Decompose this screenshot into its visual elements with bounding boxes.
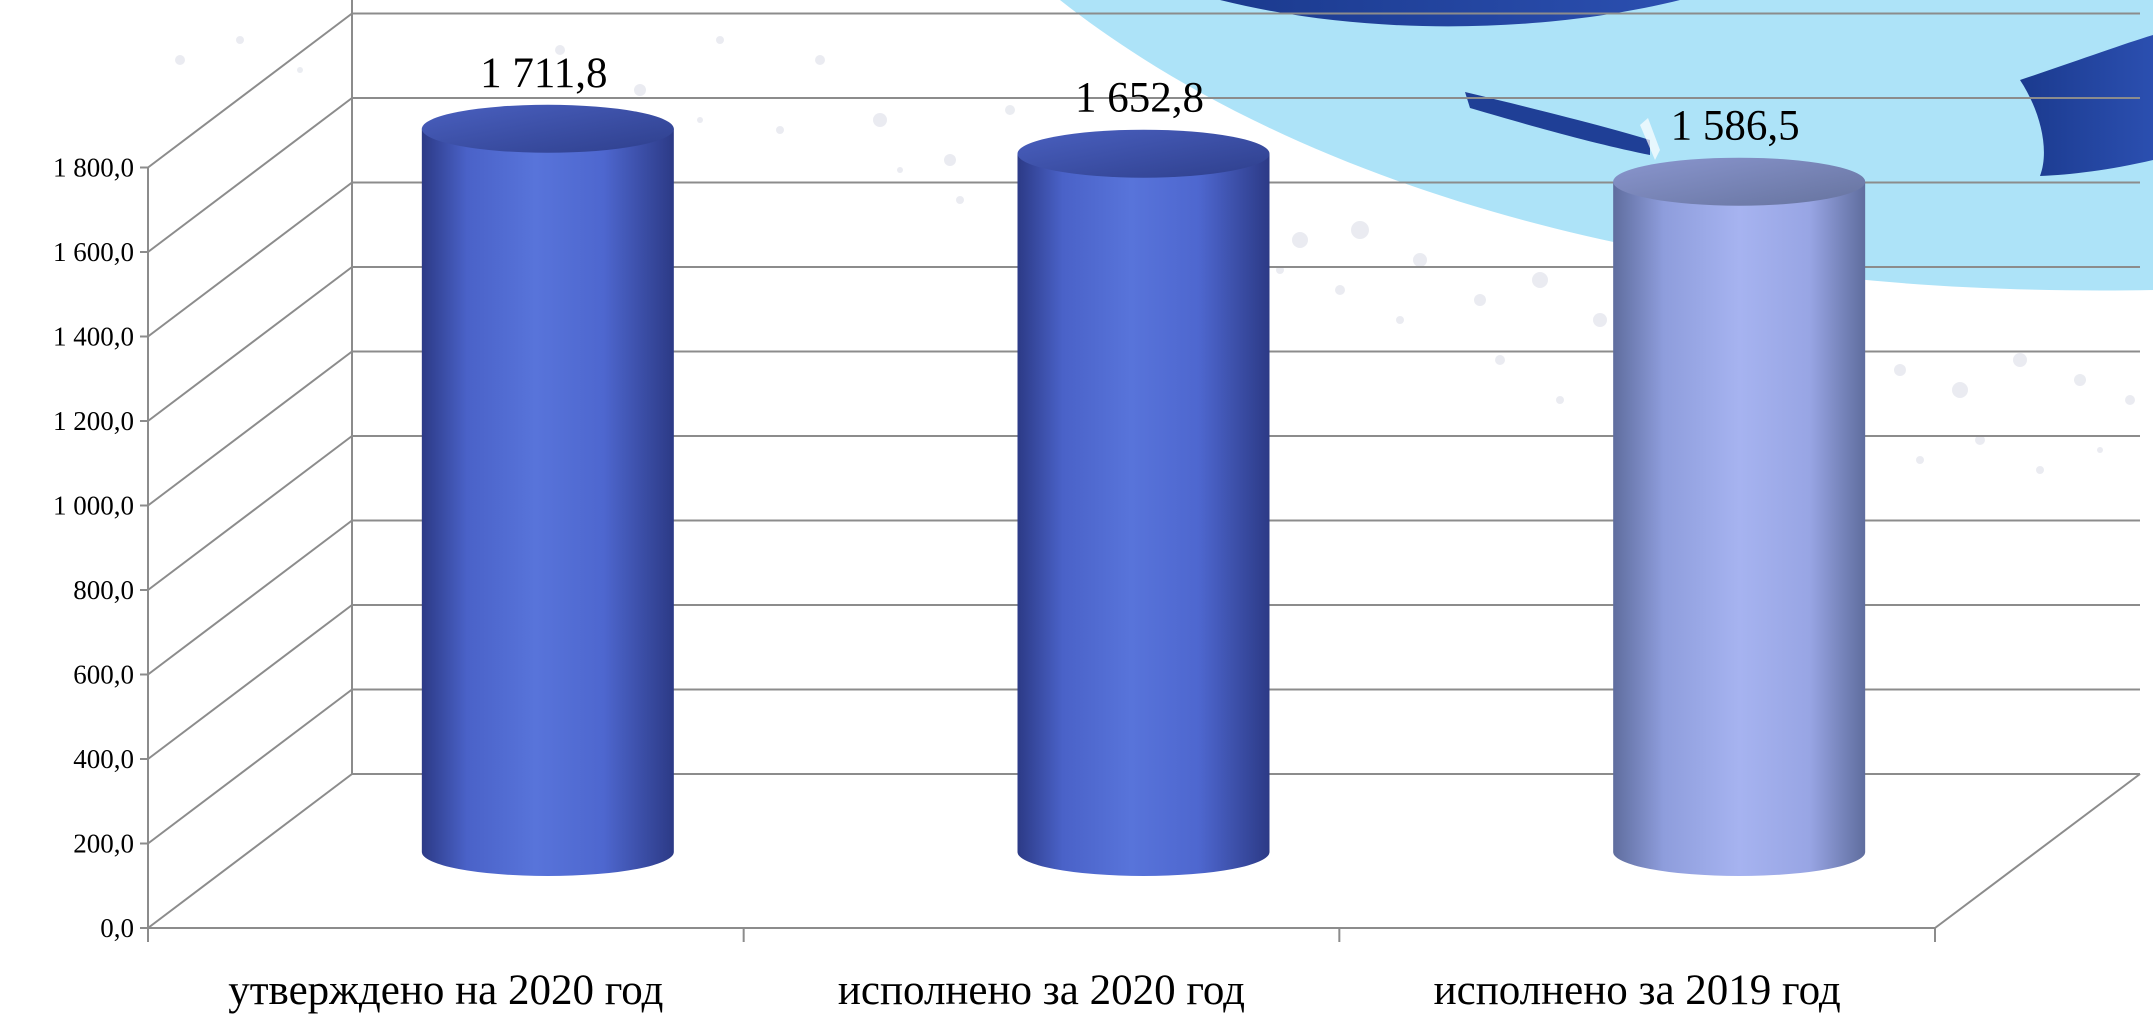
background-dot (1894, 364, 1906, 376)
background-dot (815, 55, 825, 65)
gridline-side (148, 183, 352, 337)
data-label: 1 586,5 (1671, 103, 1800, 150)
bar (1018, 130, 1270, 876)
bar (1613, 158, 1865, 876)
floor-right-edge (1935, 774, 2140, 928)
background-dot (1474, 294, 1486, 306)
background-dot (1495, 355, 1505, 365)
y-tick-label: 800,0 (73, 575, 134, 605)
y-tick-label: 600,0 (73, 660, 134, 690)
background-dot (1413, 253, 1427, 267)
bar-top (422, 105, 674, 153)
background-dot (1005, 105, 1015, 115)
background-dot (297, 67, 303, 73)
background-dot (697, 117, 703, 123)
background-dot (897, 167, 903, 173)
bar-body (1018, 154, 1270, 876)
y-tick-label: 1 800,0 (53, 153, 134, 183)
data-label: 1 652,8 (1075, 75, 1204, 122)
background-dot (1952, 382, 1968, 398)
background-dot (1292, 232, 1308, 248)
bar-top (1613, 158, 1865, 206)
background-dot (1335, 285, 1345, 295)
gridline-side (148, 14, 352, 168)
x-axis: утверждено на 2020 год исполнено за 2020 … (148, 928, 1935, 1014)
background-dot (2125, 395, 2135, 405)
gridline-side (148, 267, 352, 421)
y-tick-label: 1 200,0 (53, 406, 134, 436)
gridline-side (148, 774, 352, 928)
background-dot (776, 126, 784, 134)
y-tick-label: 0,0 (100, 913, 134, 943)
y-tick-label: 1 600,0 (53, 237, 134, 267)
y-tick-label: 1 400,0 (53, 322, 134, 352)
bar-body (1613, 182, 1865, 876)
background-dot (873, 113, 887, 127)
x-category-label: исполнено за 2019 год (1434, 967, 1841, 1014)
y-tick-label: 400,0 (73, 744, 134, 774)
background-dot (1916, 456, 1924, 464)
background-dot (1532, 272, 1548, 288)
background-dot (2036, 466, 2044, 474)
background-dot (1556, 396, 1564, 404)
background-dot (716, 36, 724, 44)
gridline-side (148, 352, 352, 506)
x-category-label: исполнено за 2020 год (838, 967, 1245, 1014)
background-dot (956, 196, 964, 204)
y-tick-label: 1 000,0 (53, 491, 134, 521)
y-axis: 0,0 200,0 400,0 600,0 800,0 1 000,0 1 200,0 1 4… (53, 153, 148, 944)
bar (422, 105, 674, 876)
y-tick-label: 200,0 (73, 829, 134, 859)
background-dot (2013, 353, 2027, 367)
background-dot (2097, 447, 2103, 453)
x-category-label: утверждено на 2020 год (228, 967, 663, 1014)
gridline-side (148, 690, 352, 844)
bar-top (1018, 130, 1270, 178)
data-label: 1 711,8 (480, 50, 607, 97)
gridline-side (148, 521, 352, 675)
gridline-side (148, 436, 352, 590)
background-dot (1396, 316, 1404, 324)
bar-body (422, 129, 674, 876)
background-dot (2074, 374, 2086, 386)
gridline-side (148, 605, 352, 759)
gridline-side (148, 98, 352, 252)
background-dot (1351, 221, 1369, 239)
background-dot (634, 84, 646, 96)
background-dot (1593, 313, 1607, 327)
background-dot (944, 154, 956, 166)
bars (422, 105, 1865, 876)
background-dot (175, 55, 185, 65)
